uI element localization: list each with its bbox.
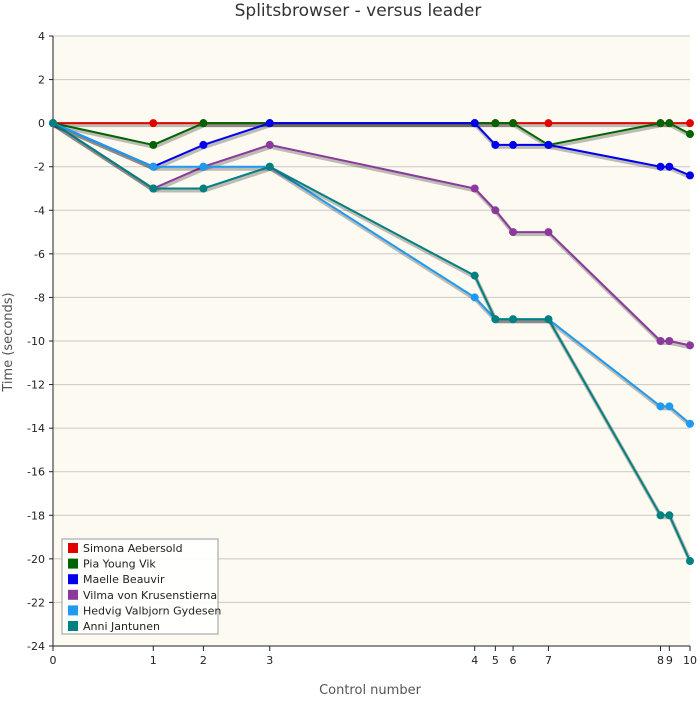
data-point	[491, 140, 500, 149]
data-point	[544, 119, 553, 128]
legend-swatch	[68, 543, 78, 553]
data-point	[665, 162, 674, 171]
data-point	[470, 184, 479, 193]
data-point	[199, 140, 208, 149]
data-point	[509, 140, 518, 149]
data-point	[665, 337, 674, 345]
y-tick-label: -24	[27, 640, 45, 653]
data-point	[656, 119, 665, 128]
data-point	[491, 119, 500, 128]
x-tick-label: 2	[200, 654, 207, 667]
x-tick-label: 8	[657, 654, 664, 667]
y-tick-label: 0	[38, 117, 45, 130]
legend-swatch	[68, 589, 78, 600]
x-tick-label: 7	[545, 654, 552, 667]
legend-swatch	[68, 621, 78, 631]
data-point	[665, 402, 674, 411]
y-axis-ticks: 4 2 0 -2 -4 -6 -8 -10 -12 -14 -16 -18 -20 -22 -24	[27, 30, 53, 653]
x-tick-label: 1	[150, 654, 157, 667]
data-point	[686, 341, 694, 350]
y-tick-label: 2	[38, 74, 45, 87]
data-point	[686, 557, 694, 566]
y-tick-label: -16	[27, 466, 45, 479]
data-point	[656, 402, 665, 411]
series-lines	[49, 119, 694, 566]
legend: Simona Aebersold Pia Young Vik Maelle Beau…	[61, 538, 221, 635]
data-point	[686, 419, 694, 428]
legend-label: Maelle Beauvir	[83, 573, 165, 586]
series-group	[49, 119, 694, 350]
legend-swatch	[68, 558, 78, 569]
x-tick-label: 5	[492, 654, 499, 667]
legend-swatch	[68, 574, 78, 585]
data-point	[509, 315, 518, 324]
data-point	[544, 228, 553, 237]
data-point	[656, 511, 665, 520]
x-tick-label: 9	[666, 654, 673, 667]
legend-swatch	[68, 605, 78, 616]
data-point	[509, 119, 518, 128]
y-tick-label: -18	[27, 509, 45, 522]
legend-box	[61, 538, 219, 635]
data-point	[686, 130, 694, 139]
y-tick-label: -14	[27, 422, 45, 435]
y-tick-label: -12	[27, 379, 45, 392]
data-point	[491, 315, 500, 324]
chart-title: Splitsbrowser - versus leader	[235, 1, 482, 21]
x-axis-label: Control number	[319, 683, 422, 698]
legend-label: Pia Young Vik	[83, 558, 156, 571]
data-point	[470, 293, 479, 302]
y-tick-label: -22	[27, 596, 45, 609]
data-point	[199, 162, 208, 171]
legend-label: Vilma von Krusenstierna	[83, 589, 217, 602]
x-axis-ticks: 0 1 2 3 4 5 6 7 8 9 10	[50, 646, 697, 667]
data-point	[470, 119, 479, 128]
y-tick-label: -6	[34, 248, 45, 261]
data-point	[665, 511, 674, 520]
data-point	[149, 184, 158, 193]
data-point	[686, 171, 694, 180]
data-point	[509, 228, 518, 237]
data-point	[656, 337, 665, 345]
x-tick-label: 4	[471, 654, 478, 667]
data-point	[49, 119, 57, 128]
x-tick-label: 6	[510, 654, 517, 667]
series-group	[49, 119, 694, 180]
x-tick-label: 3	[266, 654, 273, 667]
data-point	[149, 119, 158, 128]
data-point	[265, 140, 274, 149]
data-point	[491, 206, 500, 215]
series-group	[49, 119, 694, 566]
legend-label: Hedvig Valbjorn Gydesen	[83, 604, 221, 617]
data-point	[199, 184, 208, 193]
y-tick-label: -10	[27, 335, 45, 348]
data-point	[149, 140, 158, 149]
y-tick-label: 4	[38, 30, 45, 43]
data-point	[665, 119, 674, 128]
data-point	[265, 162, 274, 171]
x-tick-label: 0	[50, 654, 57, 667]
data-point	[199, 119, 208, 128]
data-point	[470, 271, 479, 280]
y-axis-label: Time (seconds)	[1, 292, 16, 392]
data-point	[149, 162, 158, 171]
y-tick-label: -4	[34, 204, 45, 217]
data-point	[544, 315, 553, 324]
x-tick-label: 10	[683, 654, 697, 667]
data-point	[686, 119, 694, 128]
y-tick-label: -8	[34, 291, 45, 304]
y-tick-label: -20	[27, 553, 45, 566]
data-point	[265, 119, 274, 128]
data-point	[544, 140, 553, 149]
legend-label: Anni Jantunen	[83, 620, 160, 633]
y-tick-label: -2	[34, 161, 45, 174]
legend-label: Simona Aebersold	[83, 542, 183, 555]
data-point	[656, 162, 665, 171]
